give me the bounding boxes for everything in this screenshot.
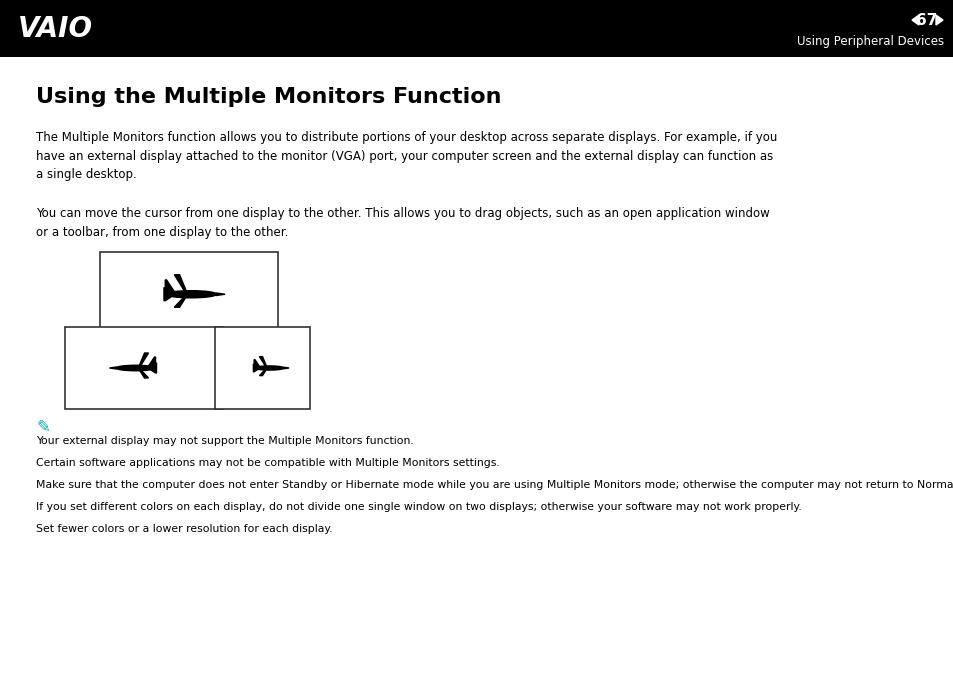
- Text: Certain software applications may not be compatible with Multiple Monitors setti: Certain software applications may not be…: [36, 458, 499, 468]
- Polygon shape: [253, 364, 258, 372]
- Ellipse shape: [166, 290, 216, 298]
- Polygon shape: [911, 15, 918, 25]
- Polygon shape: [165, 280, 174, 295]
- Text: Make sure that the computer does not enter Standby or Hibernate mode while you a: Make sure that the computer does not ent…: [36, 480, 953, 490]
- Ellipse shape: [116, 365, 154, 371]
- Text: 67: 67: [915, 13, 937, 28]
- Polygon shape: [150, 363, 156, 373]
- Text: Using the Multiple Monitors Function: Using the Multiple Monitors Function: [36, 88, 501, 107]
- Text: If you set different colors on each display, do not divide one single window on : If you set different colors on each disp…: [36, 502, 801, 512]
- Bar: [0, 0, 953, 57]
- Bar: [214, 327, 310, 409]
- Polygon shape: [131, 353, 149, 367]
- Polygon shape: [174, 275, 197, 294]
- Polygon shape: [215, 293, 225, 295]
- Text: Using Peripheral Devices: Using Peripheral Devices: [796, 35, 943, 48]
- Polygon shape: [164, 288, 172, 301]
- Polygon shape: [935, 15, 942, 25]
- Polygon shape: [259, 357, 273, 367]
- Bar: [100, 252, 277, 340]
- Polygon shape: [259, 369, 273, 375]
- Polygon shape: [149, 357, 155, 368]
- Text: You can move the cursor from one display to the other. This allows you to drag o: You can move the cursor from one display…: [36, 208, 769, 239]
- Text: The Multiple Monitors function allows you to distribute portions of your desktop: The Multiple Monitors function allows yo…: [36, 131, 777, 181]
- Text: Your external display may not support the Multiple Monitors function.: Your external display may not support th…: [36, 436, 414, 446]
- Text: VAIO: VAIO: [18, 15, 93, 42]
- Polygon shape: [131, 369, 149, 378]
- Text: ✎: ✎: [36, 418, 51, 436]
- Text: Set fewer colors or a lower resolution for each display.: Set fewer colors or a lower resolution f…: [36, 524, 333, 534]
- Ellipse shape: [254, 366, 284, 370]
- Polygon shape: [174, 295, 197, 307]
- Polygon shape: [283, 367, 289, 369]
- Polygon shape: [253, 360, 259, 368]
- Polygon shape: [110, 367, 116, 369]
- Bar: [65, 327, 223, 409]
